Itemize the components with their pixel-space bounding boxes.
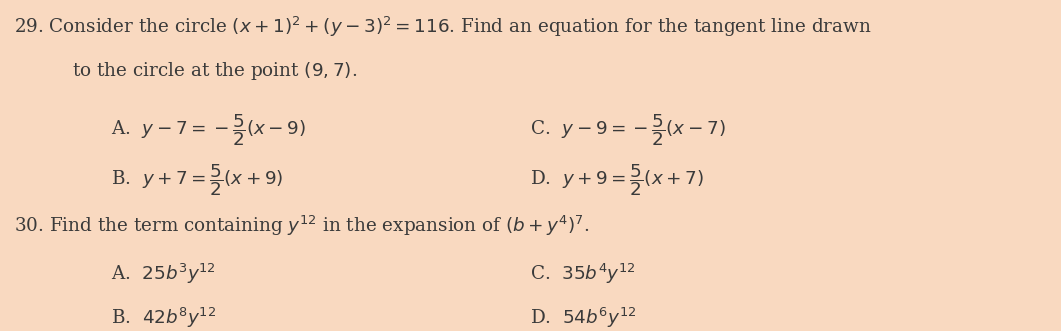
Text: B.  $42b^8y^{12}$: B. $42b^8y^{12}$	[111, 306, 216, 330]
Text: to the circle at the point $(9, 7)$.: to the circle at the point $(9, 7)$.	[72, 60, 358, 81]
Text: A.  $25b^3y^{12}$: A. $25b^3y^{12}$	[111, 261, 216, 286]
Text: 29. Consider the circle $(x + 1)^2 + (y - 3)^2 = 116$. Find an equation for the : 29. Consider the circle $(x + 1)^2 + (y …	[14, 15, 871, 39]
Text: B.  $y + 7 = \dfrac{5}{2}(x + 9)$: B. $y + 7 = \dfrac{5}{2}(x + 9)$	[111, 162, 284, 198]
Text: 30. Find the term containing $y^{12}$ in the expansion of $(b + y^4)^7$.: 30. Find the term containing $y^{12}$ in…	[14, 213, 589, 238]
Text: C.  $35b^4y^{12}$: C. $35b^4y^{12}$	[530, 261, 636, 286]
Text: D.  $54b^6y^{12}$: D. $54b^6y^{12}$	[530, 306, 637, 330]
Text: D.  $y + 9 = \dfrac{5}{2}(x + 7)$: D. $y + 9 = \dfrac{5}{2}(x + 7)$	[530, 162, 705, 198]
Text: C.  $y - 9 = -\dfrac{5}{2}(x - 7)$: C. $y - 9 = -\dfrac{5}{2}(x - 7)$	[530, 113, 726, 148]
Text: A.  $y - 7 = -\dfrac{5}{2}(x - 9)$: A. $y - 7 = -\dfrac{5}{2}(x - 9)$	[111, 113, 307, 148]
